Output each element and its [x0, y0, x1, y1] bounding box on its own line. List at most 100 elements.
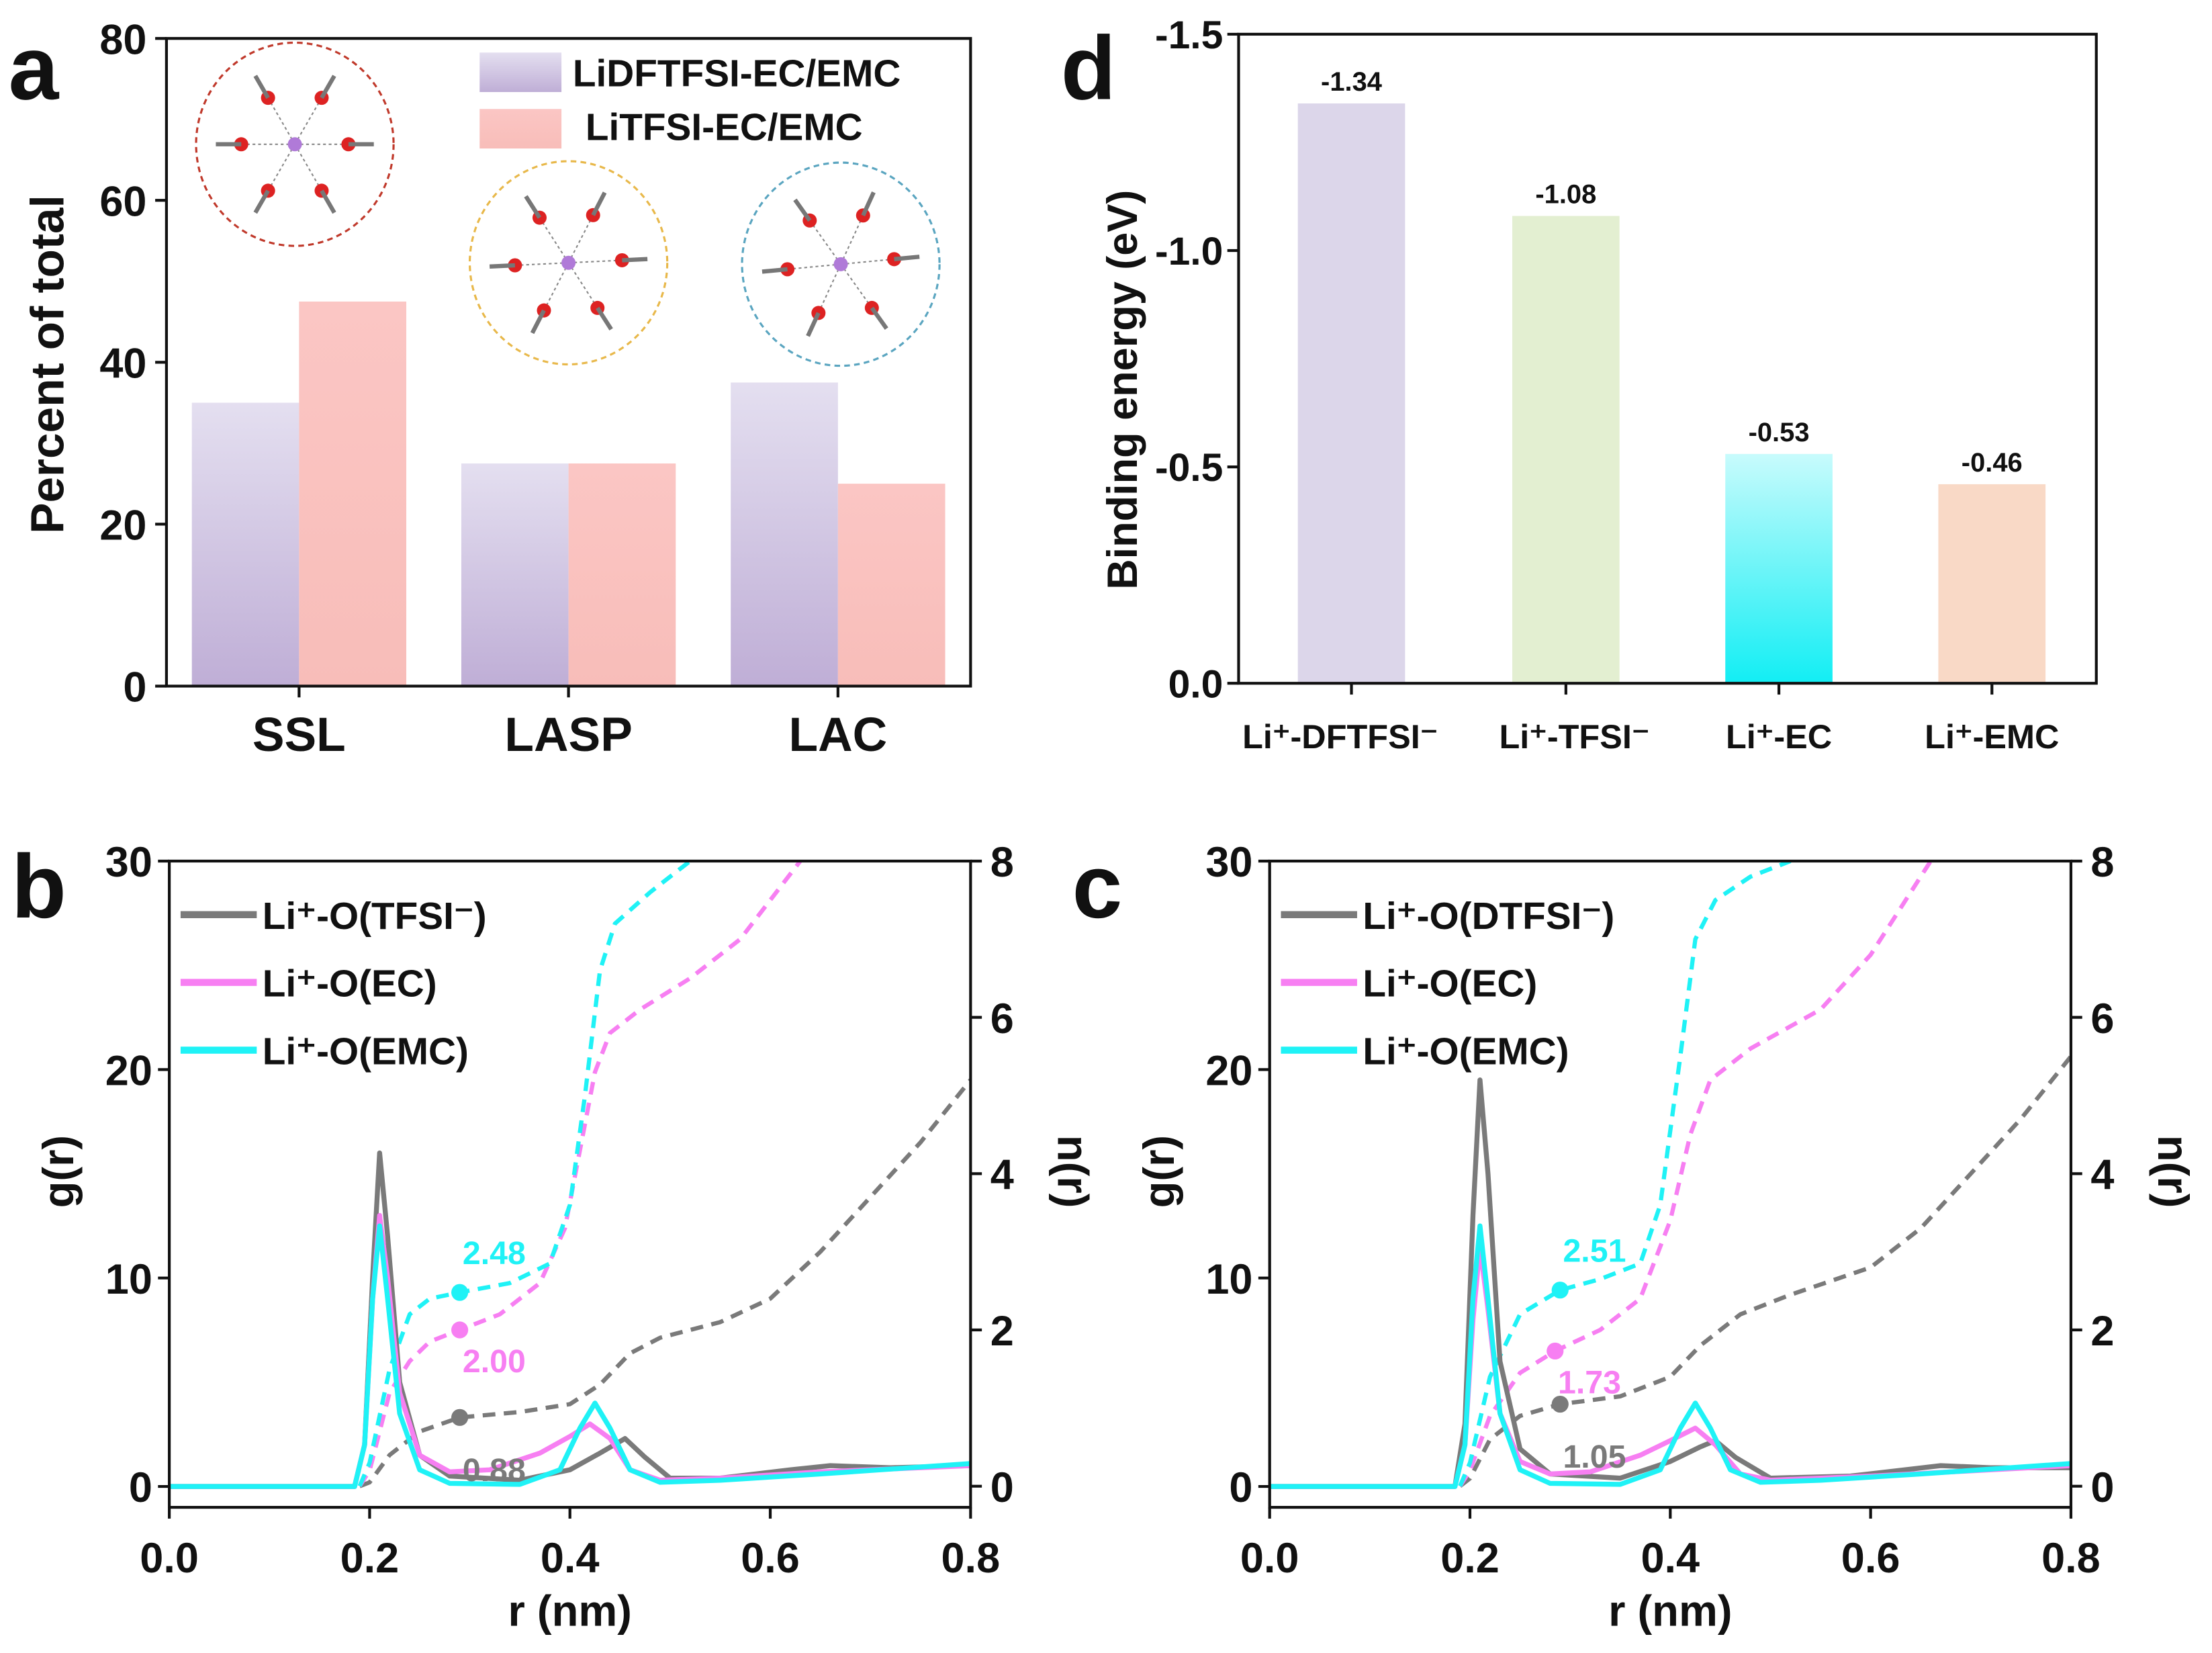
solvation-structure-inset-3: [741, 161, 941, 367]
legend-swatch-litfsi: [479, 109, 562, 149]
coordination-bond: [817, 263, 842, 314]
n-curve-lioemc: [169, 860, 692, 1488]
y-tick-label: 40: [99, 340, 146, 387]
data-label: -0.53: [1749, 418, 1810, 447]
data-label: -1.34: [1321, 67, 1382, 97]
y2-tick-label: 8: [990, 839, 1014, 886]
carbon-chain: [806, 312, 821, 337]
lithium-atom: [561, 255, 576, 270]
lithium-atom: [833, 257, 848, 271]
x-tick-label: 0.4: [1641, 1535, 1700, 1582]
x-tick-label: 0.8: [2041, 1535, 2101, 1582]
panel-label-c: c: [1072, 836, 1123, 937]
n-curve-lioec: [169, 860, 802, 1488]
bar-lasp-lidftfsi: [461, 463, 569, 686]
legend-label: Li⁺-O(EMC): [263, 1030, 469, 1073]
y-tick-label: 10: [105, 1256, 152, 1303]
g-curve-liodtfsi: [1269, 1077, 2071, 1489]
coordination-label: 2.00: [463, 1343, 526, 1380]
coordination-bond: [543, 262, 569, 311]
plot-frame: [167, 859, 972, 1509]
n-curve-liodtfsi: [1269, 1055, 2071, 1488]
y-axis-label: g(r): [1134, 1135, 1183, 1208]
y2-tick-label: 2: [2090, 1308, 2114, 1355]
carbon-chain: [253, 189, 270, 214]
n-curve-liotfsi: [169, 1078, 971, 1488]
coordination-marker: [1551, 1395, 1569, 1413]
bar-2: [1725, 453, 1833, 684]
panel-d-bar-chart: -1.34 Li⁺-DFTFSI⁻ -1.08 Li⁺-TFSI⁻ -0.53 Li⁺-E…: [1099, 13, 2098, 756]
bar-0: [1297, 103, 1405, 684]
bar-lac-litfsi: [837, 484, 946, 686]
y-tick-label: 30: [1205, 839, 1252, 886]
y-tick-label: 80: [99, 16, 146, 63]
coordination-label: 1.05: [1563, 1439, 1626, 1475]
y-tick-label: -1.5: [1155, 13, 1223, 57]
panel-b-rdf-chart: 0.88 2.00 2.48 0.0 0.2 0.4 0.6 0.8 0 10 20 30 0 2 4 6 8 r…: [34, 839, 1097, 1636]
y2-tick-label: 4: [2090, 1151, 2114, 1198]
y-tick-label: 30: [105, 839, 152, 886]
y2-tick-label: 0: [2090, 1464, 2114, 1511]
coordination-bond: [267, 144, 295, 191]
lithium-atom: [287, 137, 302, 152]
bar-lac-lidftfsi: [731, 382, 838, 686]
coordination-marker: [1551, 1282, 1569, 1299]
bar-ssl-litfsi: [299, 301, 407, 686]
coordination-bond: [568, 259, 623, 264]
solvation-structure-inset-1: [195, 41, 395, 247]
coordination-marker: [1547, 1342, 1564, 1360]
coordination-bond: [809, 220, 841, 265]
plot-frame: [1268, 859, 2073, 1509]
x-tick-label: Li⁺-EMC: [1925, 717, 2059, 756]
data-label: -0.46: [1962, 448, 2023, 478]
x-axis-label: r (nm): [1608, 1587, 1732, 1636]
solvation-structure-inset-2: [468, 160, 669, 366]
coordination-label: 0.88: [463, 1452, 526, 1488]
legend-label: Li⁺-O(DTFSI⁻): [1363, 895, 1614, 938]
y-tick-label: 10: [1205, 1256, 1252, 1303]
x-tick-label: 0.0: [140, 1535, 199, 1582]
data-label: -1.08: [1535, 180, 1596, 210]
coordination-bond: [567, 214, 594, 263]
legend-label: Li⁺-O(EC): [263, 963, 437, 1006]
panel-c-rdf-chart: 1.05 1.73 2.51 0.0 0.2 0.4 0.6 0.8 0 10 20 30 0 2 4 6 8 r…: [1134, 839, 2198, 1636]
coordination-label: 2.51: [1563, 1233, 1626, 1269]
inset-dashed-circle: [195, 41, 395, 247]
coordination-bond: [567, 262, 598, 308]
carbon-chain: [489, 263, 516, 269]
coordination-bond: [539, 217, 569, 263]
y-tick-label: 20: [105, 1047, 152, 1094]
coordination-bond: [787, 263, 841, 270]
y2-axis-label: n(r): [1049, 1135, 1098, 1208]
carbon-chain: [253, 75, 270, 99]
carbon-chain: [591, 191, 607, 216]
n-curve-lioemc: [1269, 860, 1792, 1488]
x-axis-label: r (nm): [508, 1587, 631, 1636]
legend-label-lidftfsi: LiDFTFSI-EC/EMC: [573, 53, 901, 95]
x-tick-label: Li⁺-DFTFSI⁻: [1242, 717, 1438, 756]
y-tick-label: 0.0: [1168, 662, 1224, 706]
panel-label-b: b: [11, 836, 66, 937]
plot-frame: [1237, 32, 2098, 685]
carbon-chain: [320, 189, 336, 214]
x-tick-label: Li⁺-TFSI⁻: [1499, 717, 1649, 756]
coordination-bond: [840, 215, 864, 265]
y-tick-label: 0: [1229, 1464, 1252, 1511]
x-tick-label: LAC: [788, 708, 887, 762]
g-curve-lioemc: [1269, 1223, 2071, 1489]
x-tick-label: 0.8: [941, 1535, 1001, 1582]
y2-tick-label: 6: [2090, 995, 2114, 1042]
y2-tick-label: 2: [990, 1308, 1014, 1355]
x-tick-label: 0.6: [741, 1535, 800, 1582]
coordination-bond: [514, 262, 569, 267]
carbon-chain: [870, 306, 888, 330]
coordination-bond: [840, 258, 894, 265]
y-tick-label: -0.5: [1155, 446, 1223, 490]
y-axis-label: Binding energy (eV): [1099, 190, 1146, 590]
curves: [169, 860, 971, 1489]
legend-label: Li⁺-O(TFSI⁻): [263, 895, 487, 938]
carbon-chain: [894, 255, 920, 261]
coordination-marker: [451, 1409, 469, 1426]
coordination-label: 1.73: [1558, 1364, 1621, 1400]
